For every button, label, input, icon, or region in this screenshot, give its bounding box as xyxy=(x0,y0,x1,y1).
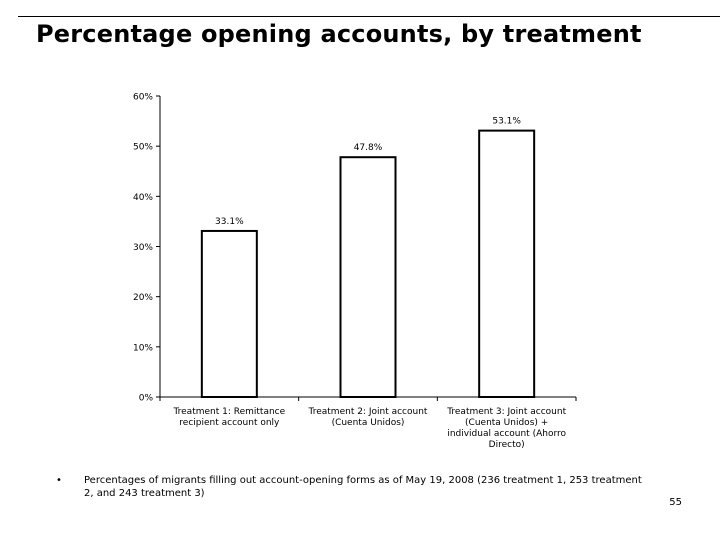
y-tick-label: 50% xyxy=(133,143,153,153)
x-tick-label-line: (Cuenta Unidos) xyxy=(332,418,405,428)
x-tick-label-line: Treatment 1: Remittance xyxy=(172,407,285,417)
x-tick-label-line: (Cuenta Unidos) + xyxy=(465,418,548,428)
slide-title: Percentage opening accounts, by treatmen… xyxy=(36,20,642,48)
x-tick-label: Treatment 1: Remittance recipient account… xyxy=(172,407,285,428)
bar xyxy=(339,156,397,398)
y-tick-label: 60% xyxy=(133,93,153,103)
x-tick-label-line: Directo) xyxy=(489,440,525,450)
x-tick-label-line: Treatment 2: Joint account xyxy=(308,407,428,417)
data-label: 53.1% xyxy=(492,117,521,127)
y-tick-label: 20% xyxy=(133,293,153,303)
y-tick-label: 30% xyxy=(133,243,153,253)
top-rule xyxy=(18,16,720,17)
y-tick-label: 0% xyxy=(139,394,154,404)
x-tick-label-line: individual account (Ahorro xyxy=(447,429,566,439)
bullet-icon: • xyxy=(56,475,62,486)
data-label: 47.8% xyxy=(354,143,383,153)
y-tick-label: 40% xyxy=(133,193,153,203)
data-label: 33.1% xyxy=(215,217,244,227)
bar-chart: 0% 10% 20% 30% 40% 50% 60% 33.1% Treatment 1: Re… xyxy=(133,93,577,450)
y-tick-label: 10% xyxy=(133,343,153,353)
x-tick-label: Treatment 2: Joint account (Cuenta Unidos… xyxy=(308,407,428,428)
x-tick-label: Treatment 3: Joint account (Cuenta Unidos… xyxy=(446,407,566,450)
footnote-text: Percentages of migrants filling out acco… xyxy=(84,475,642,499)
page-number: 55 xyxy=(669,497,682,508)
x-tick-label-line: Treatment 3: Joint account xyxy=(446,407,566,417)
bar xyxy=(200,229,258,398)
x-tick-label-line: recipient account only xyxy=(179,418,280,428)
bar xyxy=(478,129,536,399)
